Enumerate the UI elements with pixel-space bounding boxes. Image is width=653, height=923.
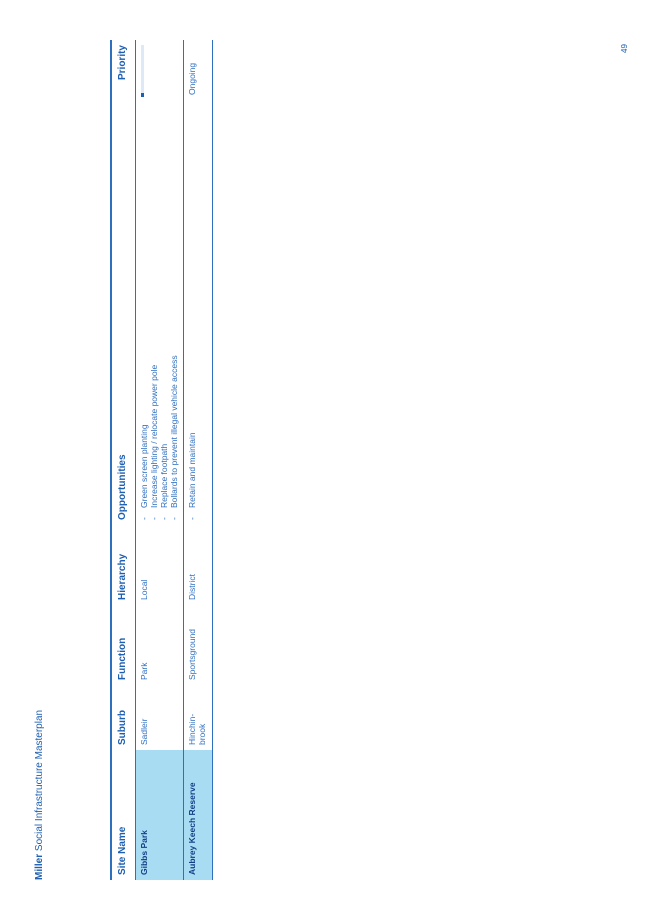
brand: Miller [34,853,45,880]
page-number: 49 [620,44,629,53]
opportunity: Bollards to prevent illegal vehicle acce… [169,120,179,520]
opportunity: Increase lighting / relocate power pole [149,120,159,520]
function: Park [139,662,149,680]
rule [212,40,213,880]
suburb: Sadleir [139,718,149,745]
hierarchy: District [187,574,197,600]
priority-bar-fill [141,93,144,97]
rule [110,40,112,880]
suburb: Hinchin-brook [187,713,207,745]
column-header: Suburb [117,710,128,745]
opportunity: Replace footpath [159,120,169,520]
column-header: Opportunities [117,454,128,520]
site-name: Gibbs Park [139,830,149,875]
priority: Ongoing [187,62,197,95]
column-header: Site Name [117,826,128,875]
rule [183,40,184,880]
column-header: Priority [117,45,128,81]
opportunity: Retain and maintain [187,120,197,520]
hierarchy: Local [139,579,149,600]
opportunity: Green screen planting [139,120,149,520]
site-name: Aubrey Keech Reserve [187,782,197,875]
header-title: Social Infrastructure Masterplan [34,709,45,852]
function: Sportsground [187,628,197,680]
priority-bar [141,45,144,97]
rule [135,40,136,880]
opportunities: Retain and maintain [187,120,197,520]
opportunities: Green screen plantingIncrease lighting /… [139,120,179,520]
header: Miller Social Infrastructure Masterplan [34,710,45,880]
column-header: Function [117,637,128,680]
column-header: Hierarchy [117,553,128,600]
